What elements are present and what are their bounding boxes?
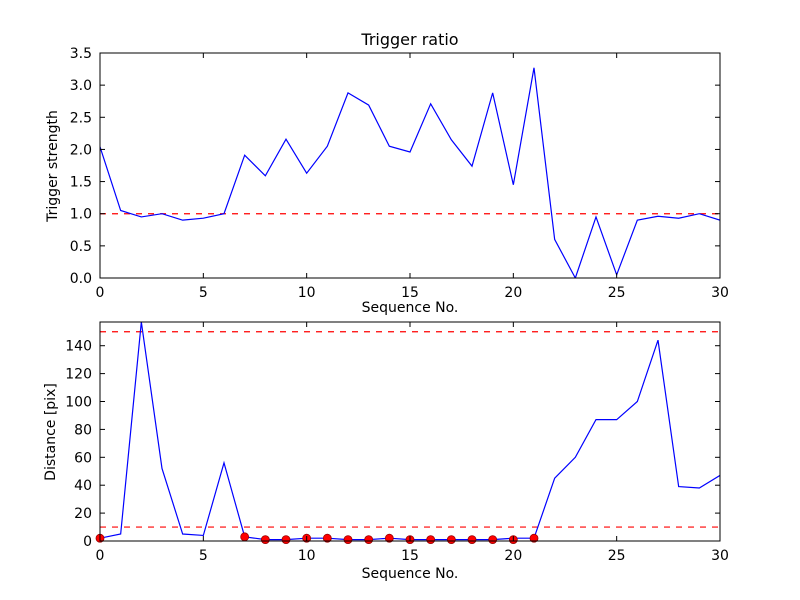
data-point-marker: [467, 535, 477, 545]
y-tick-label: 80: [74, 422, 92, 438]
data-point-marker: [384, 533, 394, 543]
x-tick-label: 25: [608, 285, 626, 301]
y-tick-label: 140: [65, 339, 92, 355]
x-tick-label: 30: [711, 548, 729, 564]
series-line: [100, 322, 720, 541]
x-tick-label: 5: [199, 548, 208, 564]
y-tick-label: 1.0: [70, 207, 92, 223]
y-tick-label: 120: [65, 367, 92, 383]
data-point-marker: [343, 535, 353, 545]
x-tick-label: 20: [504, 285, 522, 301]
bottom-plot: 0 5 10 15 20 25 30 0 20 40 60 80 100 120 140: [65, 321, 729, 564]
data-point-marker: [529, 533, 539, 543]
data-point-marker: [322, 533, 332, 543]
data-point-marker: [364, 535, 374, 545]
y-tick-label: 40: [74, 478, 92, 494]
y-tick-label: 2.0: [70, 142, 92, 158]
x-tick-label: 15: [401, 548, 419, 564]
series-line: [100, 67, 720, 278]
x-tick-label: 0: [96, 548, 105, 564]
x-tick-label: 20: [504, 548, 522, 564]
data-point-marker: [240, 532, 250, 542]
y-tick-label: 0.5: [70, 239, 92, 255]
data-point-marker: [260, 535, 270, 545]
x-tick-label: 5: [199, 285, 208, 301]
x-tick-label: 10: [298, 285, 316, 301]
x-tick-label: 25: [608, 548, 626, 564]
top-plot-title: Trigger ratio: [360, 30, 458, 49]
y-tick-label: 100: [65, 395, 92, 411]
x-tick-label: 15: [401, 285, 419, 301]
x-tick-label: 30: [711, 285, 729, 301]
axes-frame: [99, 52, 721, 279]
y-tick-label: 3.5: [70, 46, 92, 62]
data-point-marker: [446, 535, 456, 545]
top-plot-ylabel: Trigger strength: [45, 110, 61, 223]
bottom-plot-ylabel: Distance [pix]: [43, 383, 59, 481]
axes-frame: [99, 321, 721, 542]
top-plot: 0 5 10 15 20 25 30 0.0 0.5 1.0 1.5 2.0 2.5 3.0 3.5: [70, 46, 729, 301]
y-tick-label: 20: [74, 506, 92, 522]
x-tick-label: 0: [96, 285, 105, 301]
y-tick-label: 3.0: [70, 78, 92, 94]
y-tick-label: 2.5: [70, 110, 92, 126]
data-point-marker: [281, 535, 291, 545]
bottom-plot-xlabel: Sequence No.: [362, 566, 459, 582]
top-plot-xlabel: Sequence No.: [362, 300, 459, 316]
data-point-marker: [488, 535, 498, 545]
y-tick-label: 0: [83, 534, 92, 550]
y-tick-label: 1.5: [70, 175, 92, 191]
data-point-marker: [426, 535, 436, 545]
y-tick-label: 0.0: [70, 271, 92, 287]
x-tick-label: 10: [298, 548, 316, 564]
y-tick-label: 60: [74, 450, 92, 466]
